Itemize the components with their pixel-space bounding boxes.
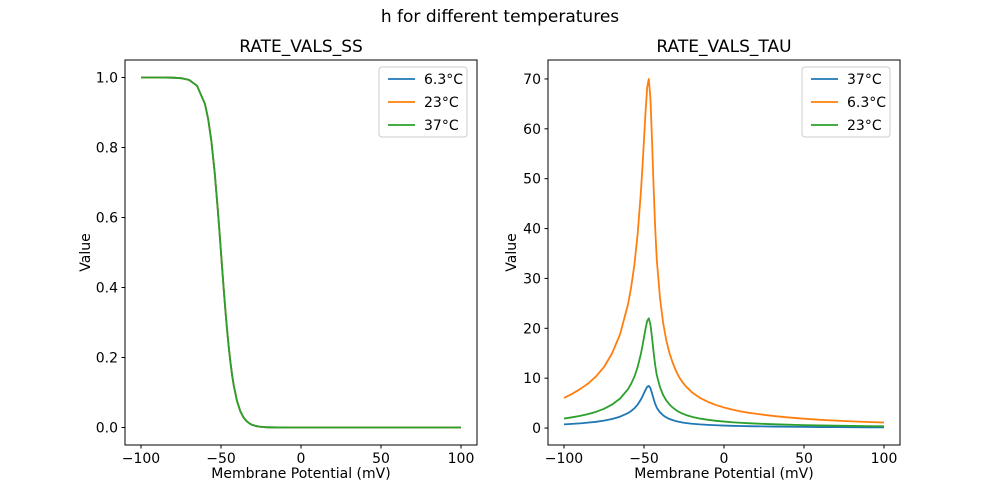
x-tick-label: 50 bbox=[795, 451, 813, 467]
series-line bbox=[141, 76, 461, 429]
legend-label: 37°C bbox=[847, 72, 882, 88]
x-axis-label: Membrane Potential (mV) bbox=[634, 466, 813, 482]
series-line bbox=[563, 384, 885, 429]
subplot-0: −100 −50 0 50 100 0.0 0.2 0.4 0.6 0.8 1.0 RATE_VALS… bbox=[78, 37, 478, 482]
legend-label: 6.3°C bbox=[424, 72, 463, 88]
axes-title: RATE_VALS_SS bbox=[239, 37, 363, 57]
y-tick-label: 70 bbox=[523, 72, 541, 88]
y-tick-label: 0.8 bbox=[96, 141, 118, 157]
y-tick-label: 0.6 bbox=[96, 211, 118, 227]
axes-title: RATE_VALS_TAU bbox=[656, 37, 791, 57]
x-tick-label: −100 bbox=[545, 451, 583, 467]
figure-title: h for different temperatures bbox=[380, 7, 620, 27]
legend-label: 6.3°C bbox=[847, 95, 886, 111]
x-tick-label: 0 bbox=[720, 451, 729, 467]
y-tick-label: 10 bbox=[523, 371, 541, 387]
subplot-1: −100 −50 0 50 100 0 10 20 30 40 50 60 70 RATE_VALS_TA… bbox=[504, 37, 901, 482]
x-axis: −100 −50 0 50 100 bbox=[545, 445, 898, 467]
y-axis-label: Value bbox=[504, 233, 520, 271]
series-line bbox=[563, 78, 885, 424]
x-tick-label: 100 bbox=[871, 451, 898, 467]
y-axis: 0 10 20 30 40 50 60 70 bbox=[523, 72, 548, 437]
y-tick-label: 50 bbox=[523, 172, 541, 188]
y-tick-label: 60 bbox=[523, 122, 541, 138]
x-tick-label: 100 bbox=[448, 451, 475, 467]
x-axis: −100 −50 0 50 100 bbox=[122, 445, 475, 467]
y-tick-label: 0.2 bbox=[96, 351, 118, 367]
plot-area bbox=[141, 76, 461, 429]
legend-box bbox=[801, 66, 891, 138]
x-axis-label: Membrane Potential (mV) bbox=[211, 466, 390, 482]
legend-label: 37°C bbox=[424, 118, 459, 134]
legend-label: 23°C bbox=[847, 118, 882, 134]
x-tick-label: −50 bbox=[206, 451, 236, 467]
legend: 37°C 6.3°C 23°C bbox=[801, 66, 891, 138]
x-tick-label: 50 bbox=[372, 451, 390, 467]
y-tick-label: 0.4 bbox=[96, 281, 118, 297]
series-line bbox=[563, 317, 885, 428]
x-tick-label: −50 bbox=[629, 451, 659, 467]
legend: 6.3°C 23°C 37°C bbox=[378, 66, 468, 138]
x-tick-label: −100 bbox=[122, 451, 160, 467]
x-tick-label: 0 bbox=[297, 451, 306, 467]
legend-box bbox=[378, 66, 468, 138]
y-tick-label: 30 bbox=[523, 271, 541, 287]
y-axis-label: Value bbox=[78, 233, 94, 271]
y-tick-label: 40 bbox=[523, 222, 541, 238]
y-tick-label: 20 bbox=[523, 321, 541, 337]
y-tick-label: 1.0 bbox=[96, 71, 118, 87]
y-tick-label: 0 bbox=[532, 421, 541, 437]
y-axis: 0.0 0.2 0.4 0.6 0.8 1.0 bbox=[96, 71, 125, 437]
plot-area bbox=[563, 78, 885, 429]
legend-label: 23°C bbox=[424, 95, 459, 111]
y-tick-label: 0.0 bbox=[96, 421, 118, 437]
